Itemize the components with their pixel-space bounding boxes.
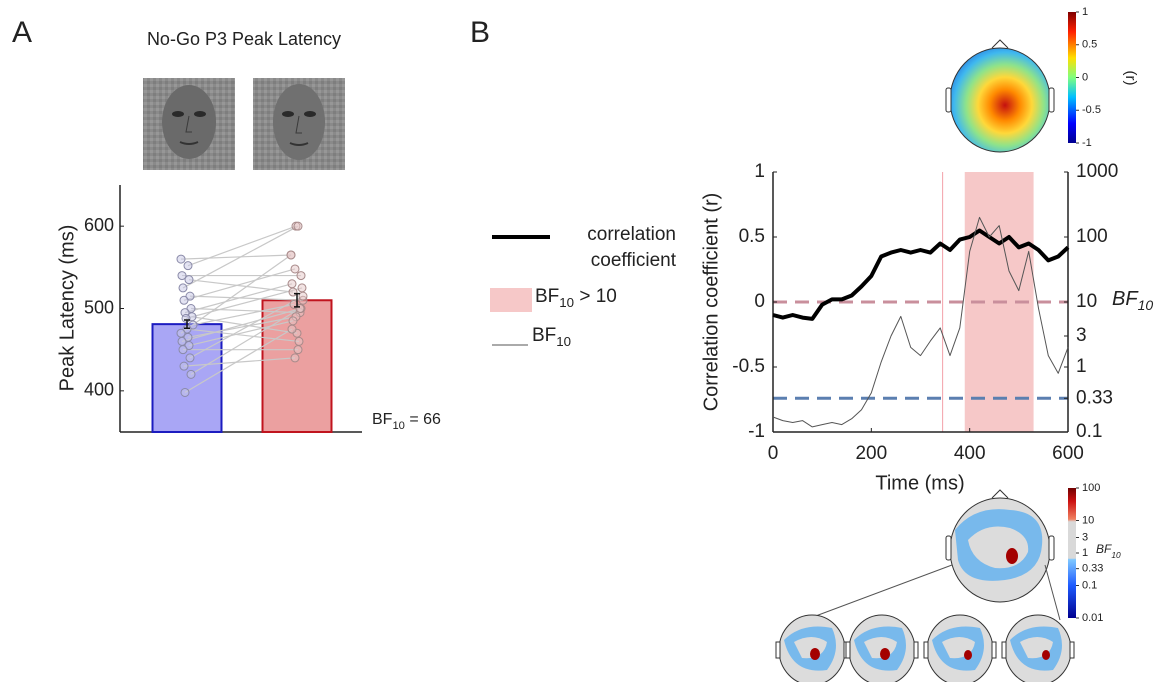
y-tick-label: 400 xyxy=(84,380,114,400)
annotation-suffix: = 66 xyxy=(405,411,441,428)
legend-label-subscript: 10 xyxy=(556,334,571,349)
colorbar-tick-label: 1 xyxy=(1082,6,1088,18)
legend-label-base: BF xyxy=(532,325,556,346)
subject-line xyxy=(188,226,296,266)
colorbar-tick-label: -0.5 xyxy=(1082,104,1101,116)
subject-point xyxy=(179,346,187,354)
subject-point xyxy=(287,251,295,259)
colorbar-label-subscript: 10 xyxy=(1111,550,1121,560)
subject-point xyxy=(298,284,306,292)
panel-label: B xyxy=(470,16,490,49)
y-axis-label: Peak Latency (ms) xyxy=(56,225,78,392)
colorbar-tick-label: 100 xyxy=(1082,482,1100,494)
subject-point xyxy=(289,288,297,296)
annotation: BF10 = 66 xyxy=(372,411,441,432)
panel-label: A xyxy=(12,16,32,49)
subject-point xyxy=(291,354,299,362)
subject-point xyxy=(288,325,296,333)
y-tick-label: 500 xyxy=(84,297,114,317)
colorbar xyxy=(1068,12,1076,143)
legend-label-suffix: > 10 xyxy=(574,286,617,307)
subject-point xyxy=(288,280,296,288)
subject-point xyxy=(297,272,305,280)
topomap-row xyxy=(776,615,1074,682)
face-stimulus xyxy=(143,78,235,170)
topomap xyxy=(946,12,1076,152)
colorbar-tick-label: 0.1 xyxy=(1082,579,1097,591)
y-tick-label: 1 xyxy=(754,161,765,182)
subject-point xyxy=(180,296,188,304)
subject-point xyxy=(186,354,194,362)
legend-label-subscript: 10 xyxy=(559,295,574,310)
chart-title: No-Go P3 Peak Latency xyxy=(147,29,341,49)
x-tick-label: 400 xyxy=(954,443,986,464)
subject-point xyxy=(289,317,297,325)
legend-text: correlation coefficient xyxy=(556,222,676,274)
legend-label-base: BF xyxy=(535,286,559,307)
colorbar-label: BF10 xyxy=(1096,542,1121,560)
colorbar-label: (r) xyxy=(1122,71,1139,86)
y2-axis-label-base: BF xyxy=(1112,288,1139,310)
colorbar-tick-label: 0.5 xyxy=(1082,39,1097,51)
colorbar-tick-label: 0.01 xyxy=(1082,612,1103,624)
y2-tick-label: 100 xyxy=(1076,226,1108,247)
y-axis-label: Correlation coefficient (r) xyxy=(700,193,722,412)
subject-point xyxy=(295,337,303,345)
topomap xyxy=(805,488,1076,620)
y2-tick-label: 1000 xyxy=(1076,161,1118,182)
colorbar xyxy=(1068,488,1076,618)
y-tick-label: 0.5 xyxy=(739,226,765,247)
figure: A B No-Go P3 Peak Latency Peak Latency (… xyxy=(0,0,1161,682)
colorbar-label-base: BF xyxy=(1096,542,1112,556)
subject-point xyxy=(294,346,302,354)
colorbar-tick-label: -1 xyxy=(1082,137,1092,149)
y2-tick-label: 0.33 xyxy=(1076,387,1113,408)
y2-tick-label: 3 xyxy=(1076,325,1087,346)
y-tick-label: -0.5 xyxy=(732,356,765,377)
colorbar-tick-label: 0.33 xyxy=(1082,563,1103,575)
subject-point xyxy=(181,388,189,396)
x-tick-label: 600 xyxy=(1052,443,1084,464)
annotation-subscript: 10 xyxy=(392,420,404,432)
subject-point xyxy=(291,265,299,273)
subject-point xyxy=(184,262,192,270)
colorbar-tick-label: 10 xyxy=(1082,514,1094,526)
colorbar-tick-label: 1 xyxy=(1082,547,1088,559)
legend-label: BF10 xyxy=(532,325,571,349)
y-tick-label: 0 xyxy=(754,291,765,312)
subject-point xyxy=(187,370,195,378)
x-tick-label: 200 xyxy=(855,443,887,464)
y2-tick-label: 0.1 xyxy=(1076,421,1102,442)
subject-point xyxy=(177,255,185,263)
subject-line xyxy=(190,296,303,300)
y2-tick-label: 10 xyxy=(1076,291,1097,312)
subject-line xyxy=(181,255,291,259)
subject-point xyxy=(180,362,188,370)
y2-axis-label-subscript: 10 xyxy=(1138,297,1154,313)
legend-label: BF10 > 10 xyxy=(535,286,617,310)
x-axis-label: Time (ms) xyxy=(875,472,964,494)
subject-point xyxy=(299,292,307,300)
face-stimulus xyxy=(253,78,345,170)
legend-swatch xyxy=(490,288,532,312)
legend-label: correlation coefficient xyxy=(556,222,676,278)
y2-tick-label: 1 xyxy=(1076,356,1087,377)
subject-line xyxy=(184,269,295,300)
colorbar-tick-label: 0 xyxy=(1082,71,1088,83)
subject-line xyxy=(183,226,298,288)
colorbar-tick-label: 3 xyxy=(1082,531,1088,543)
y-tick-label: -1 xyxy=(748,421,765,442)
subject-point xyxy=(182,314,190,322)
x-tick-label: 0 xyxy=(768,443,779,464)
y2-axis-label: BF10 xyxy=(1112,288,1153,312)
subject-point xyxy=(294,222,302,230)
annotation-base: BF xyxy=(372,411,393,428)
y-tick-label: 600 xyxy=(84,215,114,235)
subject-point xyxy=(179,284,187,292)
subject-point xyxy=(185,276,193,284)
